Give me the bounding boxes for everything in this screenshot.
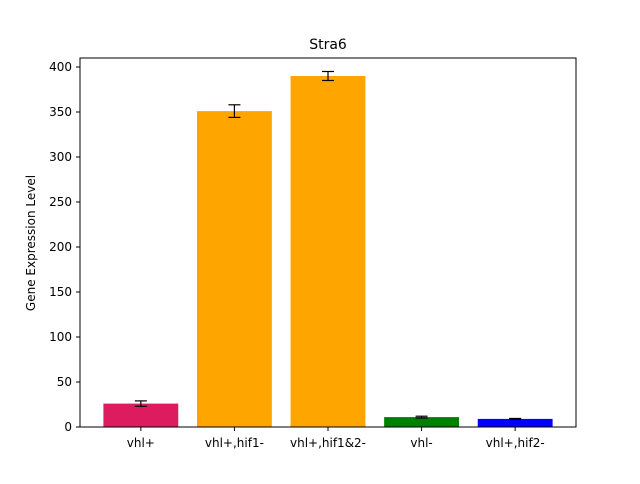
bar [477, 418, 553, 427]
y-tick-label: 0 [64, 420, 72, 434]
bar [384, 417, 460, 427]
x-tick-label: vhl+ [127, 436, 155, 450]
x-tick-label: vhl- [410, 436, 432, 450]
x-tick-label: vhl+,hif1- [205, 436, 264, 450]
bar [290, 76, 366, 427]
y-tick-label: 300 [49, 150, 72, 164]
y-tick-label: 100 [49, 330, 72, 344]
bar [196, 111, 272, 427]
plot-frame [79, 57, 577, 428]
chart-title: Stra6 [309, 37, 347, 53]
y-tick-label: 350 [49, 105, 72, 119]
x-tick-label: vhl+,hif2- [486, 436, 545, 450]
plot-area: vhl+ vhl+,hif1- vhl+,hif1&2- vhl-vhl+,hif2-… [49, 57, 577, 450]
y-tick-label: 200 [49, 240, 72, 254]
y-tick-label: 250 [49, 195, 72, 209]
y-axis-label: Gene Expression Level [24, 175, 38, 311]
y-tick-label: 150 [49, 285, 72, 299]
bar [103, 403, 179, 427]
y-tick-label: 50 [57, 375, 72, 389]
y-tick-label: 400 [49, 60, 72, 74]
x-tick-label: vhl+,hif1&2- [290, 436, 366, 450]
